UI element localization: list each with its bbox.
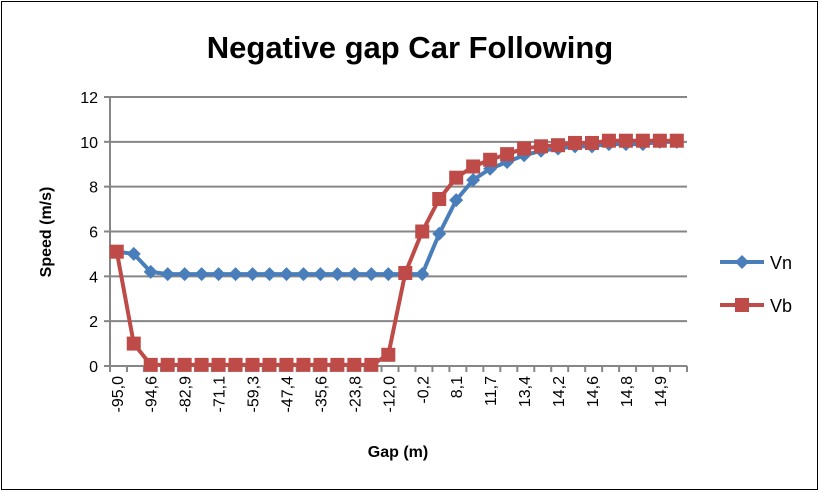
data-point-vb: [567, 135, 582, 150]
legend-label-vn: Vn: [770, 253, 792, 273]
data-point-vb: [669, 133, 684, 148]
series-line-vn: [116, 139, 677, 277]
y-tick-label: 4: [89, 269, 98, 286]
data-point-vn: [381, 267, 396, 282]
x-tick-label: -94,6: [144, 376, 161, 413]
x-tick-label: 14,8: [619, 376, 636, 407]
data-point-vn: [330, 267, 345, 282]
data-point-vb: [279, 357, 294, 372]
x-tick-label: 8,1: [449, 376, 466, 398]
x-tick-label: -12,0: [381, 376, 398, 413]
data-point-vb: [313, 357, 328, 372]
data-point-vn: [177, 267, 192, 282]
y-tick-label: 2: [89, 314, 98, 331]
legend-label-vb: Vb: [770, 296, 792, 316]
x-tick-label: 11,7: [483, 376, 500, 406]
data-point-vn: [143, 264, 158, 279]
data-point-vn: [347, 267, 362, 282]
x-axis-label: Gap (m): [368, 444, 428, 461]
data-point-vb: [245, 357, 260, 372]
data-point-vn: [415, 267, 430, 282]
x-tick-label: -47,4: [279, 376, 296, 413]
y-tick-label: 10: [80, 135, 98, 152]
data-point-vb: [381, 347, 396, 362]
data-point-vb: [211, 357, 226, 372]
data-point-vb: [551, 138, 566, 153]
x-tick-label: -71,1: [212, 376, 229, 413]
x-tick-label: -23,8: [347, 376, 364, 413]
data-point-vb: [652, 133, 667, 148]
data-point-vb: [262, 357, 277, 372]
y-tick-label: 12: [80, 90, 98, 107]
y-tick-label: 8: [89, 180, 98, 197]
legend-marker-vn: [735, 255, 749, 269]
data-point-vb: [618, 133, 633, 148]
x-tick-label: -35,6: [313, 376, 330, 413]
y-tick-label: 6: [89, 225, 98, 242]
data-point-vn: [194, 267, 209, 282]
data-point-vb: [296, 357, 311, 372]
data-point-vb: [228, 357, 243, 372]
data-point-vb: [126, 336, 141, 351]
data-point-vb: [177, 357, 192, 372]
data-point-vb: [160, 357, 175, 372]
data-point-vb: [584, 135, 599, 150]
data-point-vn: [126, 246, 141, 261]
data-point-vn: [279, 267, 294, 282]
data-point-vn: [466, 172, 481, 187]
y-axis-label: Speed (m/s): [38, 187, 55, 278]
x-tick-label: 14,2: [551, 376, 568, 407]
chart-title: Negative gap Car Following: [207, 30, 614, 65]
data-point-vb: [449, 170, 464, 185]
data-point-vb: [483, 152, 498, 167]
data-point-vn: [364, 267, 379, 282]
legend-marker-vb: [735, 298, 749, 312]
series-line-vb: [114, 138, 677, 367]
x-tick-label: -59,3: [246, 376, 263, 413]
data-point-vb: [601, 133, 616, 148]
data-point-vb: [364, 357, 379, 372]
data-point-vb: [143, 357, 158, 372]
data-point-vb: [517, 141, 532, 156]
data-point-vn: [262, 267, 277, 282]
x-tick-label: -0,2: [415, 376, 432, 404]
data-point-vn: [432, 226, 447, 241]
data-point-vb: [432, 191, 447, 206]
data-point-vb: [534, 139, 549, 154]
data-point-vn: [296, 267, 311, 282]
data-point-vb: [500, 147, 515, 162]
x-tick-label: 14,6: [585, 376, 602, 407]
data-point-vb: [635, 133, 650, 148]
data-point-vb: [330, 357, 345, 372]
data-point-vn: [160, 267, 175, 282]
x-tick-label: 13,4: [517, 376, 534, 407]
data-point-vb: [398, 265, 413, 280]
data-point-vb: [466, 159, 481, 174]
x-tick-label: -95,0: [110, 376, 127, 413]
data-point-vn: [228, 267, 243, 282]
data-point-vn: [449, 193, 464, 208]
y-tick-label: 0: [89, 359, 98, 376]
data-point-vn: [245, 267, 260, 282]
data-point-vb: [194, 357, 209, 372]
data-point-vb: [109, 244, 124, 259]
data-point-vb: [415, 224, 430, 239]
x-tick-label: 14,9: [653, 376, 670, 407]
x-tick-label: -82,9: [178, 376, 195, 413]
data-point-vb: [347, 357, 362, 372]
data-point-vn: [313, 267, 328, 282]
data-point-vn: [211, 267, 226, 282]
